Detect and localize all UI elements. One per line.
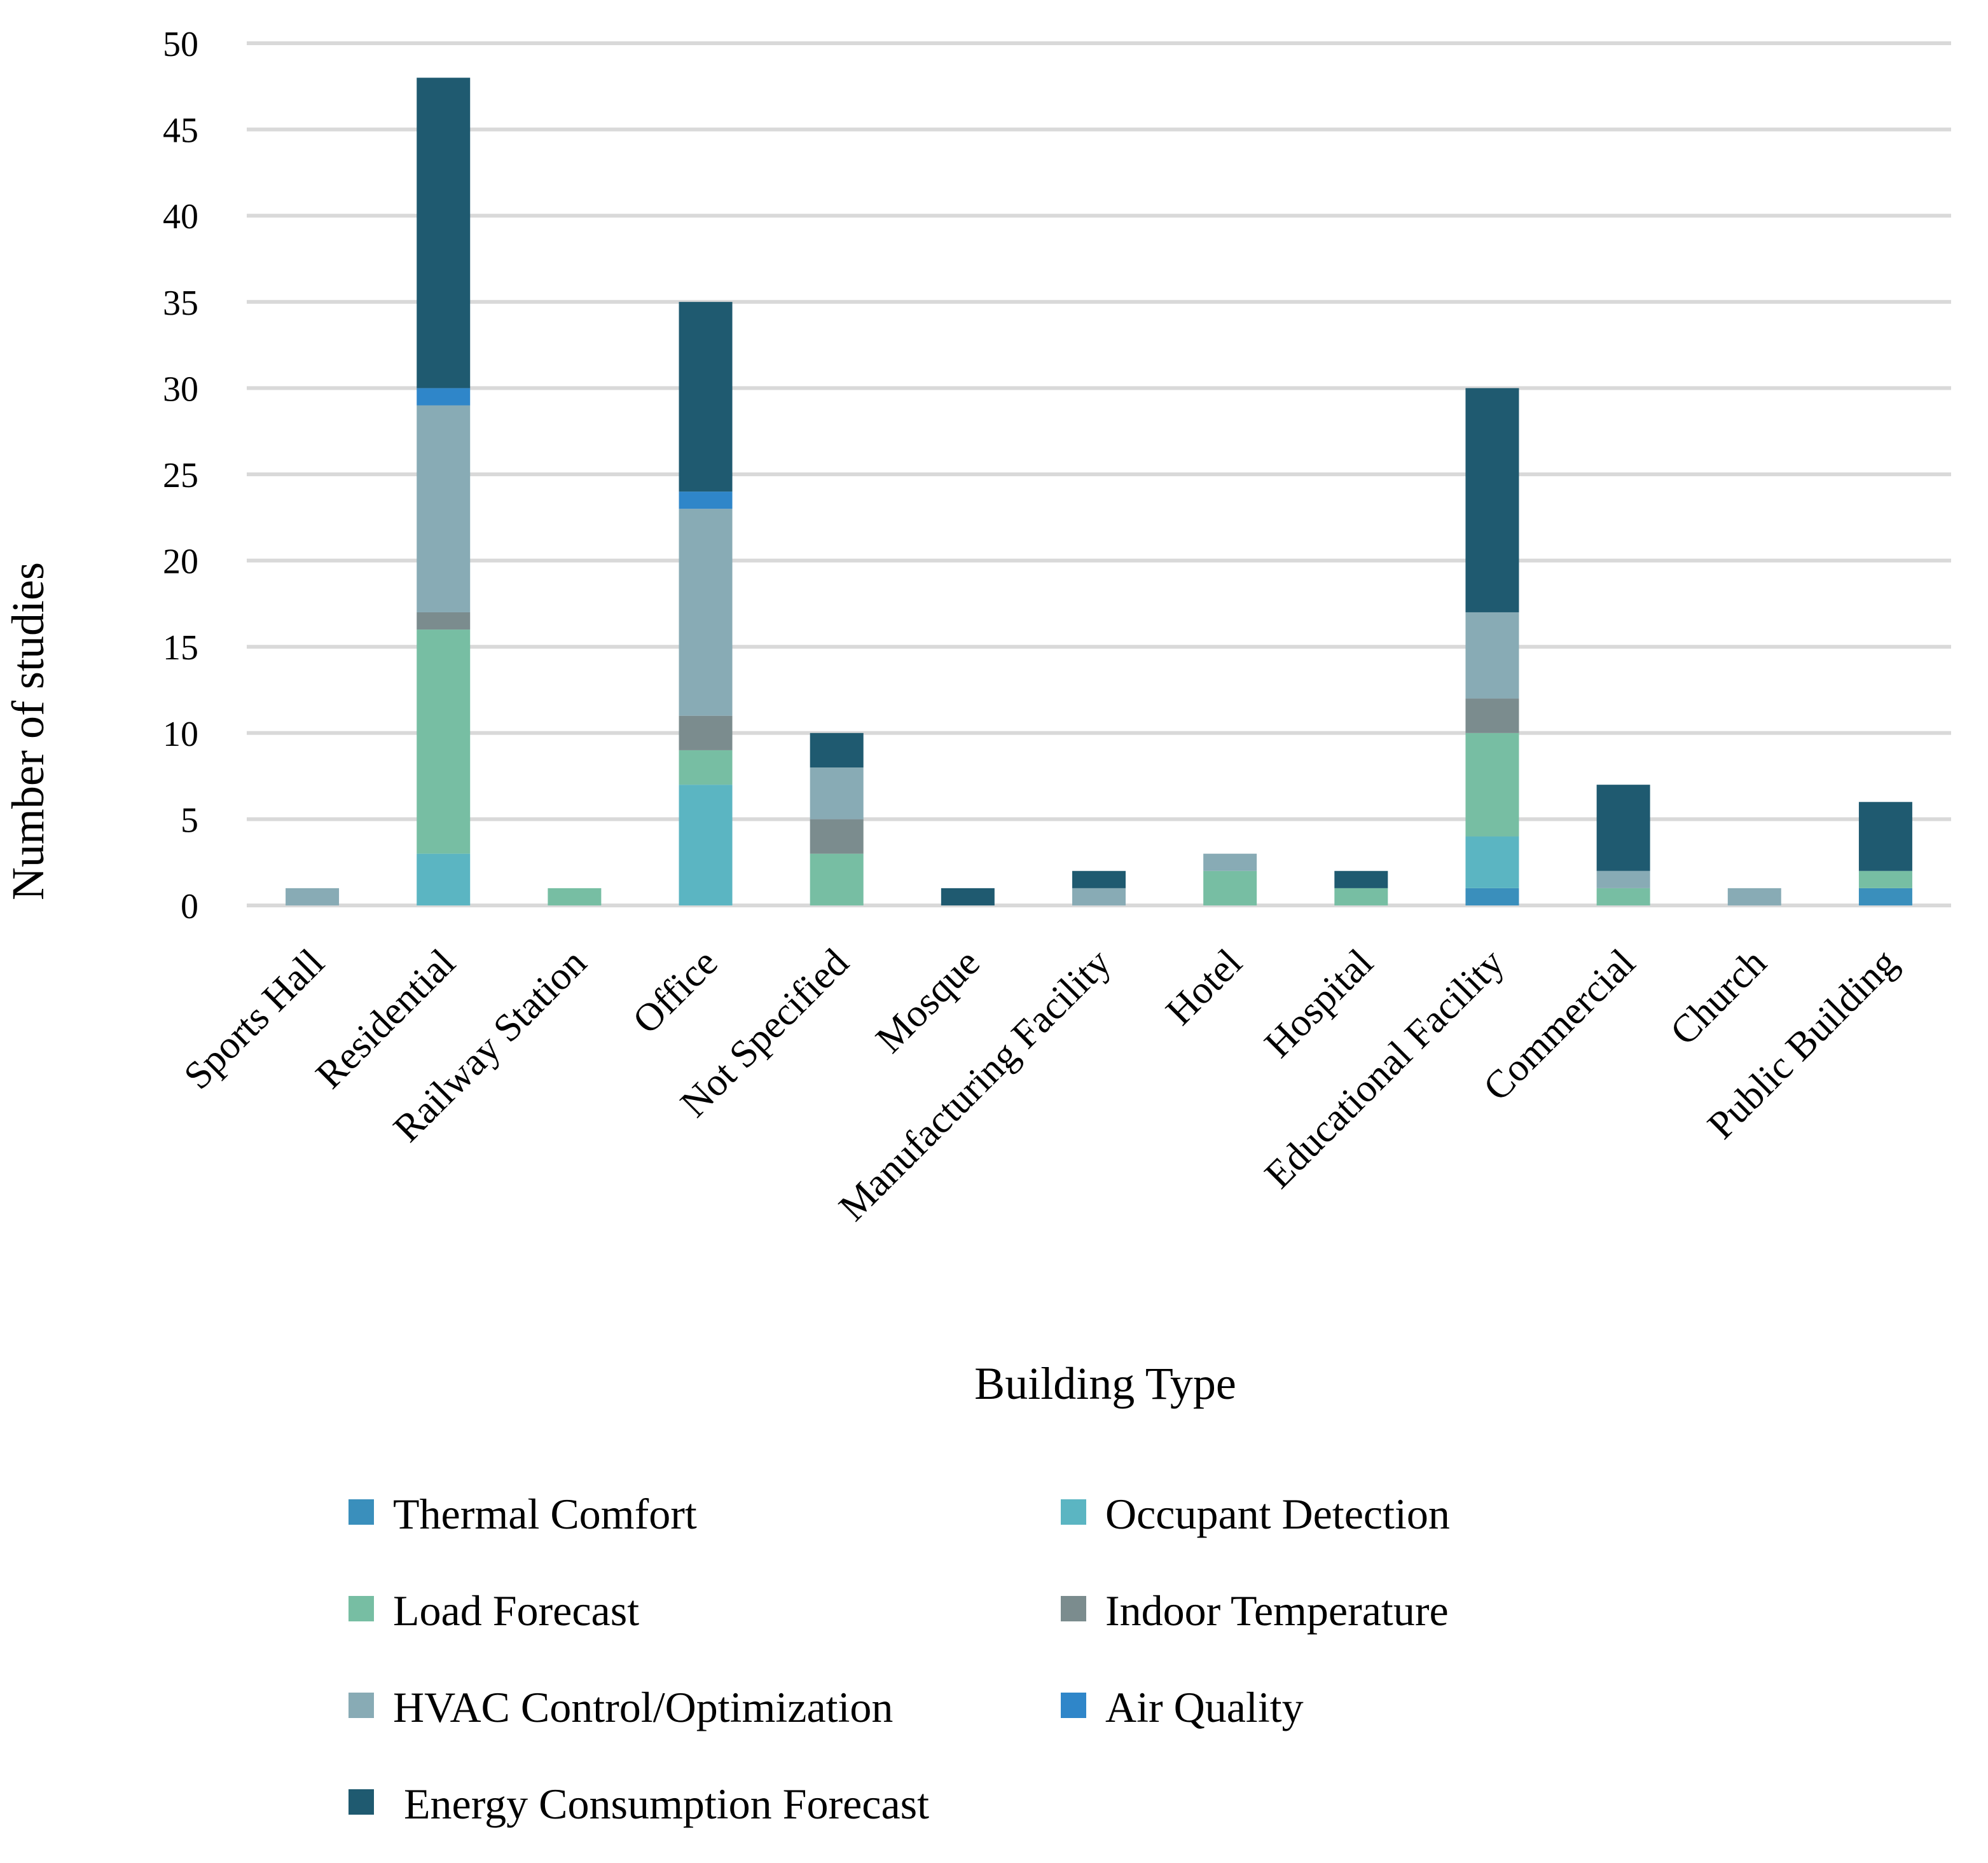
bar-segment: [1465, 888, 1519, 905]
y-tick-label: 0: [181, 887, 198, 926]
y-tick-label: 20: [163, 542, 198, 582]
bar-segment: [679, 492, 733, 509]
x-tick-label: Hotel: [1158, 941, 1250, 1033]
bar-segment: [679, 750, 733, 785]
bar-segment: [548, 888, 602, 905]
x-tick-label: Church: [1662, 941, 1775, 1054]
bar-segment: [679, 785, 733, 905]
bar-segment: [1465, 612, 1519, 699]
bar-segment: [1465, 388, 1519, 612]
legend-swatch: [1061, 1499, 1086, 1525]
bar-segment: [1596, 870, 1650, 888]
y-tick-label: 40: [163, 197, 198, 237]
bar-segment: [1465, 732, 1519, 837]
bar-segment: [1203, 853, 1257, 871]
y-tick-label: 25: [163, 456, 198, 495]
bar-segment: [1072, 888, 1126, 905]
bar-segment: [679, 301, 733, 492]
bar-segment: [417, 405, 471, 612]
bar-segment: [1858, 802, 1912, 871]
bar-segment: [679, 509, 733, 716]
legend-swatch: [349, 1499, 374, 1525]
legend-swatch: [349, 1596, 374, 1621]
bar-segment: [810, 819, 864, 854]
legend-label: Thermal Comfort: [393, 1490, 697, 1538]
bar-segment: [810, 732, 864, 768]
legend-label: Indoor Temperature: [1105, 1586, 1449, 1635]
bars: [286, 78, 1912, 905]
bar-segment: [286, 888, 340, 905]
gridlines: [247, 41, 1951, 907]
bar-segment: [1596, 888, 1650, 905]
bar-segment: [1465, 698, 1519, 733]
bar-segment: [1858, 870, 1912, 888]
bar-segment: [941, 888, 995, 905]
bar-segment: [1334, 888, 1388, 905]
legend-swatch: [1061, 1693, 1086, 1718]
x-tick-label: Office: [625, 941, 726, 1042]
y-tick-label: 45: [163, 111, 198, 151]
legend-label: Occupant Detection: [1105, 1490, 1450, 1538]
bar-segment: [417, 853, 471, 905]
x-tick-label: Mosque: [867, 941, 988, 1061]
y-axis-ticks: 0 5 10 15 20 25 30 35 40 45 50: [163, 25, 198, 926]
y-tick-label: 50: [163, 25, 198, 64]
legend-swatch: [349, 1789, 374, 1815]
y-tick-label: 15: [163, 628, 198, 668]
bar-segment: [1465, 836, 1519, 888]
bar-segment: [810, 767, 864, 820]
y-tick-label: 30: [163, 369, 198, 409]
bar-segment: [1858, 888, 1912, 905]
legend-swatch: [1061, 1596, 1086, 1621]
bar-segment: [1203, 870, 1257, 905]
y-axis-title: Number of studies: [3, 562, 53, 900]
y-tick-label: 10: [163, 715, 198, 754]
bar-segment: [1334, 870, 1388, 888]
bar-segment: [1072, 870, 1126, 888]
bar-segment: [417, 629, 471, 854]
legend-label: Load Forecast: [393, 1586, 639, 1635]
y-tick-label: 5: [181, 801, 198, 840]
legend: Thermal Comfort Occupant Detection Load Fo…: [349, 1490, 1450, 1828]
y-tick-label: 35: [163, 284, 198, 323]
bar-segment: [810, 853, 864, 905]
legend-label: Air Quality: [1105, 1683, 1304, 1731]
legend-label: HVAC Control/Optimization: [393, 1683, 893, 1731]
bar-segment: [417, 612, 471, 630]
x-axis-title: Building Type: [974, 1358, 1236, 1409]
bar-segment: [1596, 785, 1650, 871]
bar-segment: [417, 388, 471, 406]
bar-segment: [1727, 888, 1781, 905]
x-tick-label: Hospital: [1257, 941, 1382, 1066]
bar-segment: [417, 78, 471, 388]
legend-swatch: [349, 1693, 374, 1718]
legend-label: Energy Consumption Forecast: [393, 1780, 929, 1828]
bar-segment: [679, 715, 733, 750]
x-tick-label: Educational Facility: [1257, 941, 1512, 1197]
x-tick-label: Sports Hall: [176, 941, 333, 1098]
